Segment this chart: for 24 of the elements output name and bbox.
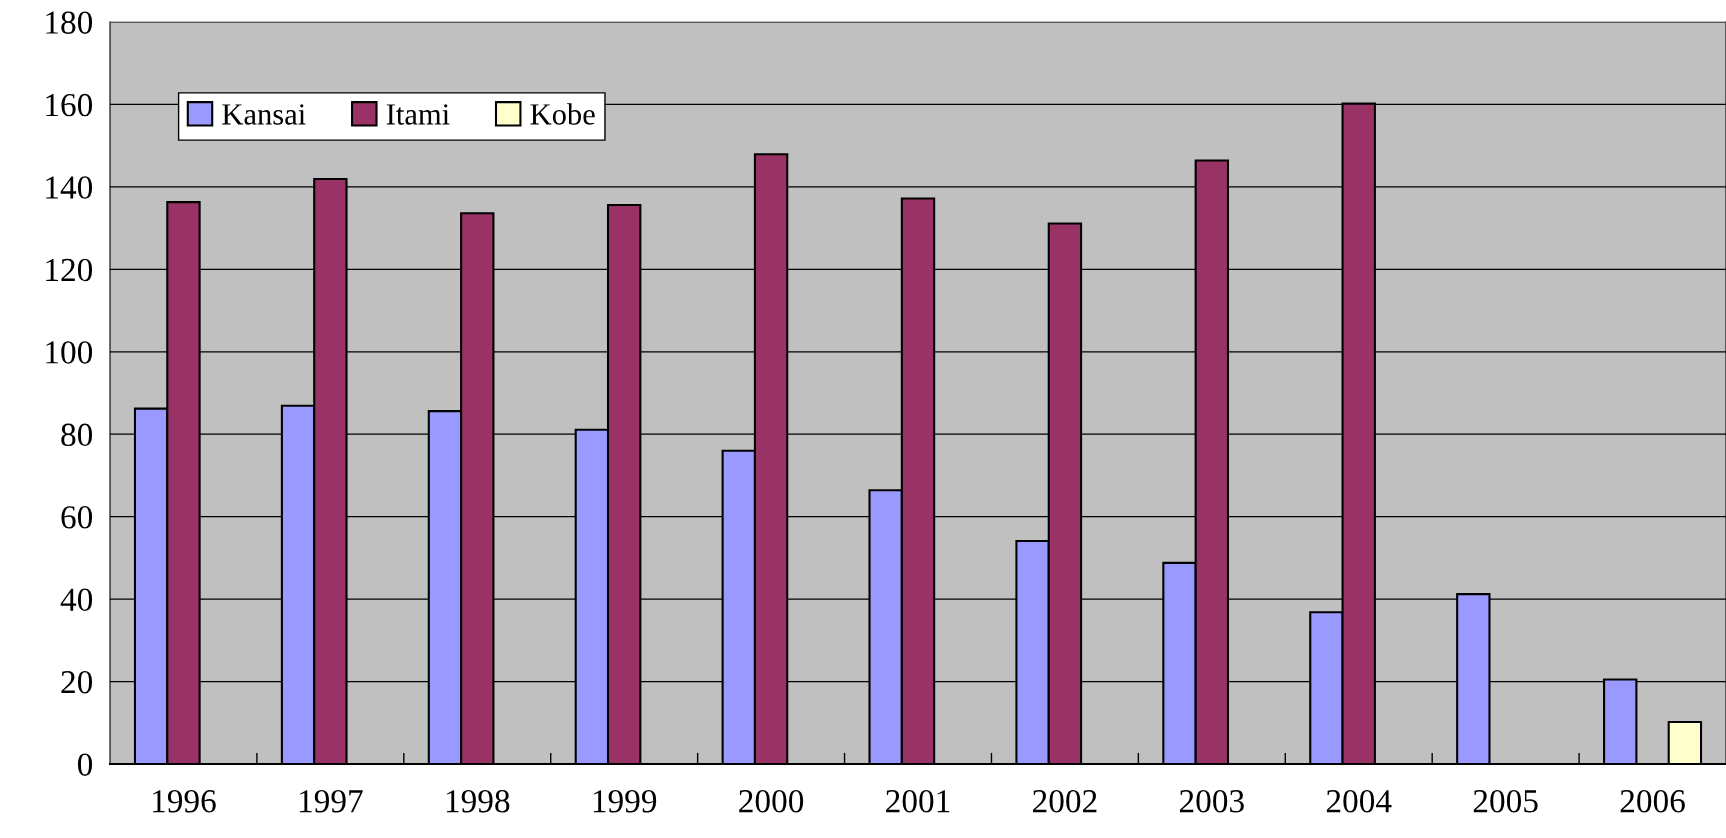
x-tick-label: 2006: [1620, 789, 1685, 813]
x-tick-label: 2005: [1473, 789, 1538, 813]
y-tick-label: 120: [46, 258, 93, 282]
x-tick-label: 2000: [739, 789, 804, 813]
legend-label: Itami: [386, 104, 450, 125]
y-tick-label: 80: [61, 423, 93, 447]
x-tick-label: 2001: [886, 789, 950, 813]
y-tick-label: 40: [60, 588, 93, 611]
y-tick-label: 160: [46, 93, 93, 117]
x-tick-label: 2004: [1326, 789, 1392, 813]
x-tick-label: 2002: [1033, 789, 1097, 813]
x-tick-label: 1999: [593, 790, 657, 813]
x-tick-label: 1996: [153, 790, 216, 813]
y-tick-label: 180: [46, 11, 93, 34]
y-tick-label: 0: [77, 753, 93, 776]
y-tick-label: 100: [46, 341, 93, 364]
x-tick-label: 1997: [299, 790, 363, 813]
y-tick-label: 20: [61, 670, 93, 694]
y-tick-label: 140: [46, 176, 93, 199]
legend-label: Kansai: [222, 104, 306, 125]
x-tick-label: 1998: [446, 789, 510, 813]
y-tick-label: 60: [61, 506, 93, 529]
legend-label: Kobe: [530, 103, 595, 125]
x-tick-label: 2003: [1179, 789, 1244, 813]
